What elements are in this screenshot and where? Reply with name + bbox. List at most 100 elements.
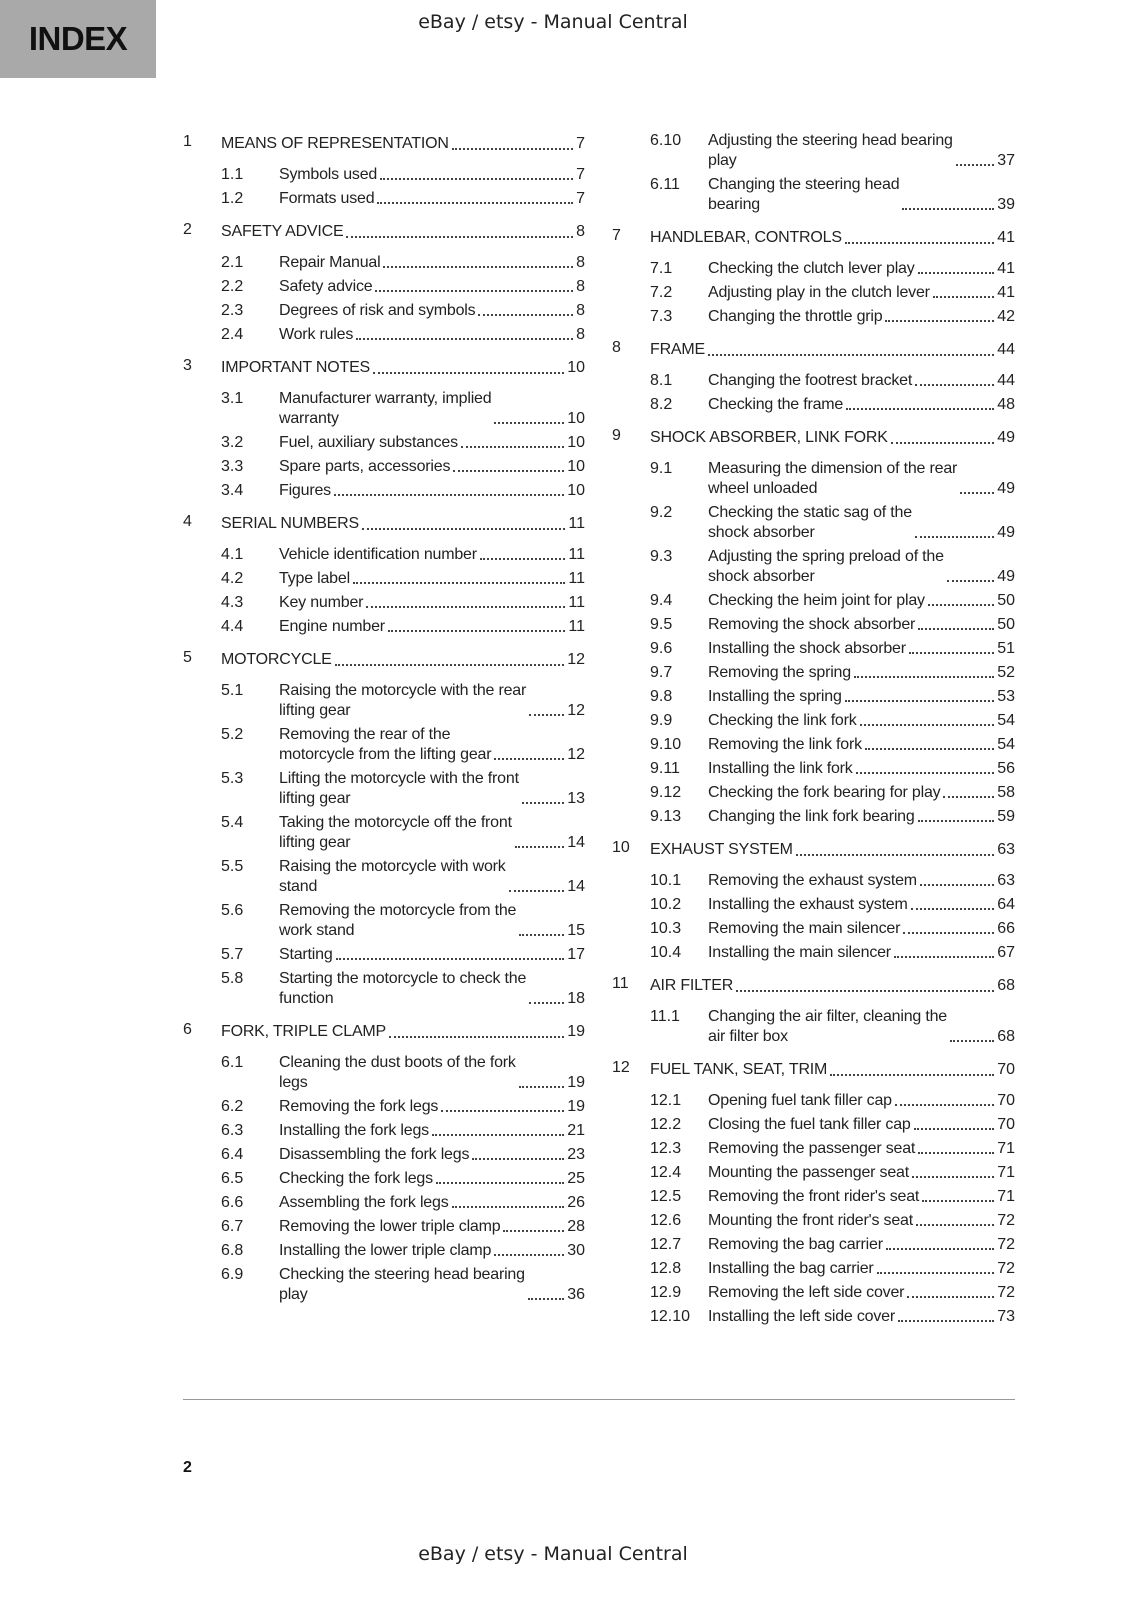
toc-entry[interactable]: 10.2 Installing the exhaust system 64 [612, 895, 1015, 915]
toc-entry[interactable]: 2.3 Degrees of risk and symbols 8 [183, 301, 585, 321]
toc-entry[interactable]: 7.1 Checking the clutch lever play 41 [612, 259, 1015, 279]
toc-entry[interactable]: 6.11 Changing the steering head bearing 39 [612, 175, 1015, 215]
section-page-number: 72 [997, 1284, 1015, 1301]
toc-entry[interactable]: 7.3 Changing the throttle grip 42 [612, 307, 1015, 327]
section-leader: Key number 11 [279, 593, 585, 613]
toc-entry[interactable]: 6.4 Disassembling the fork legs 23 [183, 1145, 585, 1165]
toc-entry[interactable]: 9.13 Changing the link fork bearing 59 [612, 807, 1015, 827]
toc-entry[interactable]: 12.2 Closing the fuel tank filler cap 70 [612, 1115, 1015, 1135]
section-title: Degrees of risk and symbols [279, 302, 476, 319]
toc-entry[interactable]: 3.4 Figures 10 [183, 481, 585, 501]
toc-entry[interactable]: 6.3 Installing the fork legs 21 [183, 1121, 585, 1141]
section-title: Checking the heim joint for play [708, 592, 925, 609]
toc-entry[interactable]: 6.6 Assembling the fork legs 26 [183, 1193, 585, 1213]
toc-entry[interactable]: 12.10 Installing the left side cover 73 [612, 1307, 1015, 1327]
toc-entry[interactable]: 12.6 Mounting the front rider's seat 72 [612, 1211, 1015, 1231]
chapter-number: 9 [612, 427, 621, 444]
dot-leader [927, 604, 995, 606]
toc-entry[interactable]: 5.8 Starting the motorcycle to check the … [183, 969, 585, 1009]
toc-entry[interactable]: 4.1 Vehicle identification number 11 [183, 545, 585, 565]
toc-entry[interactable]: 12.1 Opening fuel tank filler cap 70 [612, 1091, 1015, 1111]
section-number: 6.9 [221, 1266, 244, 1283]
toc-entry[interactable]: 8.1 Changing the footrest bracket 44 [612, 371, 1015, 391]
toc-entry[interactable]: 6.8 Installing the lower triple clamp 30 [183, 1241, 585, 1261]
toc-entry[interactable]: 2.1 Repair Manual 8 [183, 253, 585, 273]
toc-entry[interactable]: 12.5 Removing the front rider's seat 71 [612, 1187, 1015, 1207]
toc-entry[interactable]: 9.10 Removing the link fork 54 [612, 735, 1015, 755]
toc-chapter[interactable]: 10 EXHAUST SYSTEM 63 [612, 837, 1015, 861]
toc-chapter[interactable]: 7 HANDLEBAR, CONTROLS 41 [612, 225, 1015, 249]
toc-chapter[interactable]: 12 FUEL TANK, SEAT, TRIM 70 [612, 1057, 1015, 1081]
toc-entry[interactable]: 5.7 Starting 17 [183, 945, 585, 965]
section-leader: Removing the link fork 54 [708, 735, 1015, 755]
toc-entry[interactable]: 12.8 Installing the bag carrier 72 [612, 1259, 1015, 1279]
toc-entry[interactable]: 5.5 Raising the motorcycle with work stan… [183, 857, 585, 897]
toc-entry[interactable]: 4.4 Engine number 11 [183, 617, 585, 637]
toc-entry[interactable]: 6.5 Checking the fork legs 25 [183, 1169, 585, 1189]
toc-entry[interactable]: 12.7 Removing the bag carrier 72 [612, 1235, 1015, 1255]
toc-entry[interactable]: 3.3 Spare parts, accessories 10 [183, 457, 585, 477]
toc-entry[interactable]: 6.7 Removing the lower triple clamp 28 [183, 1217, 585, 1237]
toc-entry[interactable]: 5.2 Removing the rear of the motorcycle f… [183, 725, 585, 765]
toc-entry[interactable]: 9.2 Checking the static sag of the shock … [612, 503, 1015, 543]
toc-entry[interactable]: 5.6 Removing the motorcycle from the work… [183, 901, 585, 941]
section-title: Symbols used [279, 166, 378, 183]
toc-chapter[interactable]: 5 MOTORCYCLE 12 [183, 647, 585, 671]
toc-entry[interactable]: 9.12 Checking the fork bearing for play 58 [612, 783, 1015, 803]
toc-entry[interactable]: 4.2 Type label 11 [183, 569, 585, 589]
toc-entry[interactable]: 9.3 Adjusting the spring preload of the s… [612, 547, 1015, 587]
toc-entry[interactable]: 5.4 Taking the motorcycle off the front l… [183, 813, 585, 853]
toc-entry[interactable]: 2.2 Safety advice 8 [183, 277, 585, 297]
dot-leader [460, 446, 565, 448]
section-leader: Checking the fork bearing for play 58 [708, 783, 1015, 803]
dot-leader [508, 890, 565, 892]
section-leader: Raising the motorcycle with work stand 14 [279, 857, 585, 897]
toc-entry[interactable]: 1.1 Symbols used 7 [183, 165, 585, 185]
toc-entry[interactable]: 2.4 Work rules 8 [183, 325, 585, 345]
toc-entry[interactable]: 12.4 Mounting the passenger seat 71 [612, 1163, 1015, 1183]
toc-chapter[interactable]: 4 SERIAL NUMBERS 11 [183, 511, 585, 535]
toc-entry[interactable]: 7.2 Adjusting play in the clutch lever 41 [612, 283, 1015, 303]
toc-chapter[interactable]: 3 IMPORTANT NOTES 10 [183, 355, 585, 379]
toc-entry[interactable]: 10.1 Removing the exhaust system 63 [612, 871, 1015, 891]
toc-entry[interactable]: 9.4 Checking the heim joint for play 50 [612, 591, 1015, 611]
toc-entry[interactable]: 9.9 Checking the link fork 54 [612, 711, 1015, 731]
dot-leader [853, 676, 995, 678]
toc-entry[interactable]: 9.11 Installing the link fork 56 [612, 759, 1015, 779]
section-number: 5.2 [221, 726, 244, 743]
toc-chapter[interactable]: 8 FRAME 44 [612, 337, 1015, 361]
toc-entry[interactable]: 12.9 Removing the left side cover 72 [612, 1283, 1015, 1303]
section-number: 2.2 [221, 278, 244, 295]
toc-chapter[interactable]: 9 SHOCK ABSORBER, LINK FORK 49 [612, 425, 1015, 449]
toc-entry[interactable]: 9.1 Measuring the dimension of the rear w… [612, 459, 1015, 499]
toc-entry[interactable]: 11.1 Changing the air filter, cleaning th… [612, 1007, 1015, 1047]
toc-entry[interactable]: 5.1 Raising the motorcycle with the rear … [183, 681, 585, 721]
chapter-leader: SAFETY ADVICE 8 [221, 219, 585, 243]
toc-entry[interactable]: 5.3 Lifting the motorcycle with the front… [183, 769, 585, 809]
toc-entry[interactable]: 6.9 Checking the steering head bearing pl… [183, 1265, 585, 1305]
toc-entry[interactable]: 10.4 Installing the main silencer 67 [612, 943, 1015, 963]
section-leader: Checking the heim joint for play 50 [708, 591, 1015, 611]
toc-chapter[interactable]: 11 AIR FILTER 68 [612, 973, 1015, 997]
toc-entry[interactable]: 9.8 Installing the spring 53 [612, 687, 1015, 707]
toc-entry[interactable]: 12.3 Removing the passenger seat 71 [612, 1139, 1015, 1159]
toc-entry[interactable]: 6.10 Adjusting the steering head bearing … [612, 131, 1015, 171]
section-page-number: 68 [997, 1028, 1015, 1045]
toc-chapter[interactable]: 1 MEANS OF REPRESENTATION 7 [183, 131, 585, 155]
toc-entry[interactable]: 10.3 Removing the main silencer 66 [612, 919, 1015, 939]
toc-entry[interactable]: 3.2 Fuel, auxiliary substances 10 [183, 433, 585, 453]
section-leader: Type label 11 [279, 569, 585, 589]
section-number: 9.8 [650, 688, 673, 705]
toc-entry[interactable]: 8.2 Checking the frame 48 [612, 395, 1015, 415]
toc-chapter[interactable]: 6 FORK, TRIPLE CLAMP 19 [183, 1019, 585, 1043]
toc-entry[interactable]: 9.6 Installing the shock absorber 51 [612, 639, 1015, 659]
toc-entry[interactable]: 9.5 Removing the shock absorber 50 [612, 615, 1015, 635]
section-number: 6.8 [221, 1242, 244, 1259]
toc-entry[interactable]: 3.1 Manufacturer warranty, implied warran… [183, 389, 585, 429]
toc-entry[interactable]: 6.2 Removing the fork legs 19 [183, 1097, 585, 1117]
toc-entry[interactable]: 1.2 Formats used 7 [183, 189, 585, 209]
toc-entry[interactable]: 6.1 Cleaning the dust boots of the fork l… [183, 1053, 585, 1093]
toc-chapter[interactable]: 2 SAFETY ADVICE 8 [183, 219, 585, 243]
toc-entry[interactable]: 4.3 Key number 11 [183, 593, 585, 613]
toc-entry[interactable]: 9.7 Removing the spring 52 [612, 663, 1015, 683]
